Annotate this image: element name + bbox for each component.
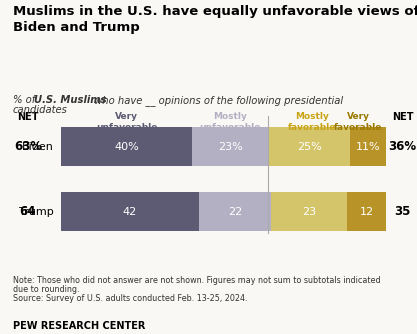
Text: 64: 64	[20, 205, 36, 218]
Bar	[199, 192, 271, 231]
Text: 35: 35	[394, 205, 411, 218]
Text: NET: NET	[392, 112, 414, 122]
Text: Very
favorable: Very favorable	[334, 112, 382, 132]
Text: 22: 22	[228, 207, 242, 216]
Text: 23%: 23%	[218, 142, 243, 152]
Bar	[192, 127, 268, 166]
Text: 63%: 63%	[14, 140, 42, 153]
Text: due to rounding.: due to rounding.	[13, 285, 79, 294]
Text: 11%: 11%	[356, 142, 381, 152]
Bar	[61, 127, 192, 166]
Text: NET: NET	[17, 112, 39, 122]
Text: who have __ opinions of the following presidential: who have __ opinions of the following pr…	[91, 95, 343, 106]
Text: U.S. Muslims: U.S. Muslims	[34, 95, 107, 105]
Text: Trump: Trump	[20, 207, 54, 216]
Text: 23: 23	[302, 207, 316, 216]
Text: Mostly
favorable: Mostly favorable	[288, 112, 337, 132]
Bar	[271, 192, 347, 231]
Text: 36%: 36%	[389, 140, 417, 153]
Text: candidates: candidates	[13, 105, 68, 115]
Text: PEW RESEARCH CENTER: PEW RESEARCH CENTER	[13, 321, 145, 331]
Bar	[347, 192, 386, 231]
Text: Note: Those who did not answer are not shown. Figures may not sum to subtotals i: Note: Those who did not answer are not s…	[13, 276, 380, 285]
Bar	[350, 127, 386, 166]
Text: Source: Survey of U.S. adults conducted Feb. 13-25, 2024.: Source: Survey of U.S. adults conducted …	[13, 294, 247, 303]
Text: 40%: 40%	[114, 142, 139, 152]
Text: Very
unfavorable: Very unfavorable	[96, 112, 157, 132]
Text: Mostly
unfavorable: Mostly unfavorable	[199, 112, 261, 132]
Text: % of: % of	[13, 95, 38, 105]
Text: 12: 12	[359, 207, 374, 216]
Bar	[61, 192, 199, 231]
Text: 42: 42	[123, 207, 137, 216]
Bar	[268, 127, 350, 166]
Text: Biden: Biden	[23, 142, 54, 152]
Text: 25%: 25%	[296, 142, 322, 152]
Text: Muslims in the U.S. have equally unfavorable views of
Biden and Trump: Muslims in the U.S. have equally unfavor…	[13, 5, 417, 34]
